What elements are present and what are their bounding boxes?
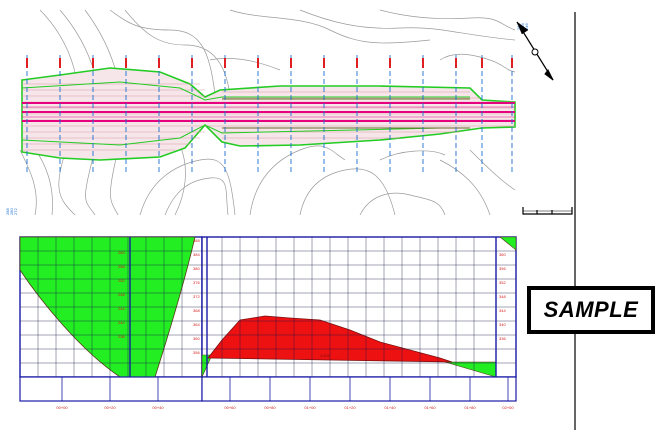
elev-label: 364 xyxy=(193,322,200,327)
elev-label: 380 xyxy=(193,266,200,271)
profile-grid-main xyxy=(202,237,516,377)
elev-label: 356 xyxy=(499,266,506,271)
plan-elevations-left: 288 280 272 xyxy=(5,208,18,215)
plan-elev-3: 272 xyxy=(13,208,18,215)
contour-lines xyxy=(19,9,516,216)
elev-label: 360 xyxy=(193,336,200,341)
profile-labels-mid: 388 384 380 376 372 368 364 360 356 xyxy=(193,238,200,355)
elev-label: 256 xyxy=(118,264,125,269)
elev-label: 336 xyxy=(499,336,506,341)
elev-label: 340 xyxy=(499,322,506,327)
station-band-main xyxy=(201,376,517,402)
baseline-note: 1:200 xyxy=(320,353,331,358)
station-band-labels: 00+00 00+20 00+40 00+60 00+80 01+00 01+2… xyxy=(56,405,514,410)
station-label: 00+20 xyxy=(104,405,116,410)
sample-watermark-text: SAMPLE xyxy=(543,297,639,322)
elev-label: 248 xyxy=(118,292,125,297)
station-label: 00+40 xyxy=(152,405,164,410)
plan-elev-1: 288 xyxy=(5,208,10,215)
road-axes-thin xyxy=(22,106,515,118)
elev-label: 252 xyxy=(118,278,125,283)
station-label: 01+40 xyxy=(384,405,396,410)
edge-lines xyxy=(222,98,470,129)
station-tags xyxy=(26,58,513,68)
elev-label: 360 xyxy=(499,252,506,257)
fill-area-top-right xyxy=(499,236,517,251)
plan-view: 288 280 272 262 254 246 xyxy=(5,9,573,216)
elev-label: 376 xyxy=(193,280,200,285)
station-band-ticks xyxy=(61,377,509,401)
elev-label: 384 xyxy=(193,252,200,257)
station-label: 00+60 xyxy=(224,405,236,410)
elev-label: 356 xyxy=(193,350,200,355)
station-label: 01+60 xyxy=(424,405,436,410)
elev-label: 388 xyxy=(193,238,200,243)
station-label: 00+00 xyxy=(56,405,68,410)
station-label: 00+80 xyxy=(264,405,276,410)
plan-elev-2: 280 xyxy=(9,208,14,215)
plan-elev-r3: 246 xyxy=(524,23,529,30)
elev-label: 372 xyxy=(193,294,200,299)
profile-labels-left: 260 256 252 248 244 240 236 xyxy=(118,250,125,339)
elev-label: 348 xyxy=(499,294,506,299)
elev-label: 260 xyxy=(118,250,125,255)
plan-elev-r1: 262 xyxy=(516,23,521,30)
profile-labels-right: 360 356 352 348 344 340 336 xyxy=(499,252,506,341)
station-label: 01+00 xyxy=(304,405,316,410)
inner-grade-lines xyxy=(21,81,470,146)
elev-label: 244 xyxy=(118,306,125,311)
elev-label: 236 xyxy=(118,334,125,339)
station-lines xyxy=(26,55,513,175)
station-label: 02+00 xyxy=(502,405,514,410)
elev-label: 344 xyxy=(499,308,506,313)
profile-view: 260 256 252 248 244 240 236 388 384 380 … xyxy=(19,236,517,410)
elev-label: 368 xyxy=(193,308,200,313)
sample-watermark: SAMPLE xyxy=(527,286,655,334)
elev-label: 240 xyxy=(118,320,125,325)
road-axes xyxy=(22,102,515,122)
station-label: 01+20 xyxy=(344,405,356,410)
profile-grid-left xyxy=(20,237,202,377)
station-label: 01+80 xyxy=(464,405,476,410)
elev-label: 352 xyxy=(499,280,506,285)
north-arrow-icon xyxy=(516,21,554,81)
station-band-left xyxy=(19,376,203,402)
scale-bar-icon xyxy=(522,207,573,215)
